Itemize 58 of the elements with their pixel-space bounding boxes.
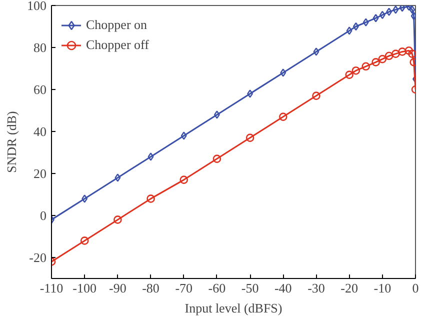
point (362, 18, 369, 26)
point (82, 194, 88, 203)
point (352, 66, 360, 75)
x-tick-label: -20 (340, 280, 358, 296)
x-tick-label: -10 (374, 280, 392, 296)
point (212, 154, 222, 163)
y-tick-label: 0 (40, 208, 46, 223)
point (391, 50, 400, 58)
x-tick-label: -90 (109, 280, 126, 296)
x-axis-title: Input level (dBFS) (184, 300, 282, 316)
point (114, 216, 122, 224)
point (392, 6, 399, 14)
point (409, 6, 416, 14)
point (247, 90, 254, 98)
x-tick-label: -60 (208, 280, 226, 296)
x-tick-label: -100 (72, 280, 97, 296)
x-tick-label: 0 (412, 280, 419, 296)
point (80, 236, 89, 245)
x-tick-label: -40 (274, 280, 292, 296)
y-tick-label: 100 (27, 0, 46, 13)
point (386, 8, 392, 16)
legend-label: Chopper on (86, 17, 148, 33)
point (378, 54, 387, 64)
point (372, 14, 379, 22)
point (384, 52, 394, 60)
point (180, 176, 188, 184)
point (180, 132, 187, 140)
point (404, 46, 414, 55)
point (408, 50, 416, 58)
point (372, 58, 380, 66)
point (346, 26, 352, 35)
point (352, 22, 359, 31)
y-tick-label: 60 (34, 82, 46, 97)
x-tick-label: -50 (241, 280, 259, 296)
legend-label: Chopper off (86, 37, 149, 53)
point (246, 134, 254, 142)
x-tick-label: -110 (40, 280, 64, 296)
y-tick-label: 80 (34, 40, 46, 55)
point (398, 48, 406, 56)
point (146, 194, 155, 203)
point (114, 174, 121, 182)
point (379, 10, 386, 20)
y-tick-label: 40 (34, 124, 46, 139)
point (313, 48, 320, 56)
point (278, 112, 288, 121)
point (148, 152, 154, 161)
x-tick-label: -30 (308, 280, 325, 296)
y-tick-label: -20 (29, 250, 47, 265)
point (312, 92, 320, 100)
y-tick-label: 20 (34, 166, 46, 181)
point (362, 62, 370, 71)
y-axis-title: SNDR (dB) (4, 111, 19, 173)
x-tick-label: -70 (175, 280, 193, 296)
point (214, 110, 220, 119)
point (399, 6, 406, 12)
x-tick-label: -80 (142, 280, 160, 296)
point (345, 70, 354, 79)
point (280, 68, 286, 77)
